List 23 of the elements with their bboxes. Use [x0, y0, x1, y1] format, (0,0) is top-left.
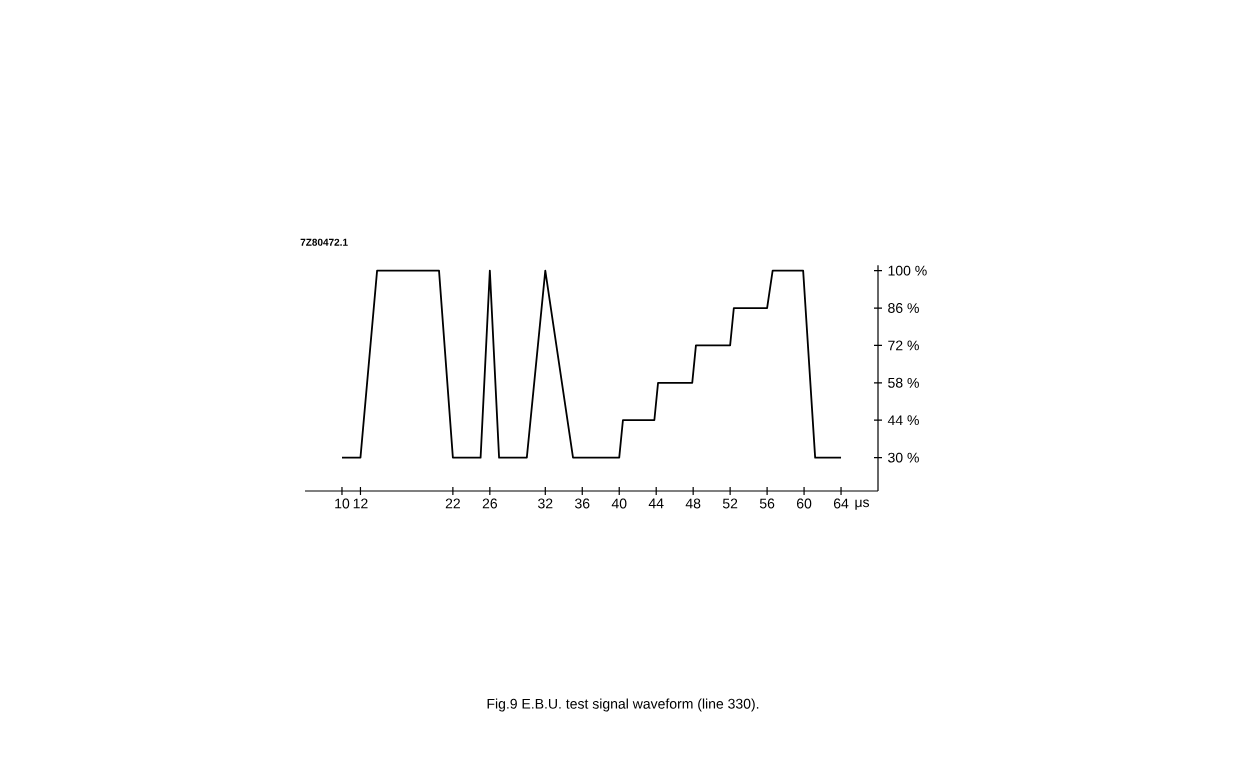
- x-tick-label: 10: [335, 498, 350, 509]
- x-tick-label: 60: [796, 498, 812, 509]
- x-tick-label: 64: [833, 498, 849, 509]
- line-series: [341, 269, 842, 459]
- x-tick-label: 48: [685, 498, 701, 509]
- y-tick-label: 44 %: [887, 415, 919, 426]
- x-tick-label: 22: [445, 498, 460, 509]
- x-tick-label: 26: [482, 498, 498, 509]
- x-tick-label: 44: [648, 498, 664, 509]
- x-tick-label: 56: [759, 498, 775, 509]
- x-axis-title: μs: [855, 499, 870, 510]
- x-tick-label: 32: [538, 498, 553, 509]
- y-tick-label: 58 %: [888, 377, 919, 388]
- x-tick-label: 36: [575, 498, 590, 509]
- x-tick-label: 40: [611, 498, 627, 509]
- x-tick-label: 52: [722, 498, 738, 509]
- text: 7Z80472.1: [300, 238, 348, 246]
- x-tick-label: 12: [353, 498, 368, 509]
- y-tick-label: 30 %: [888, 452, 919, 463]
- y-tick-label: 100 %: [888, 265, 927, 276]
- y-tick-label: 72 %: [888, 340, 919, 351]
- caption: Fig.9 E.B.U. test signal waveform (line 330).: [487, 698, 759, 712]
- y-tick-label: 86 %: [888, 303, 919, 313]
